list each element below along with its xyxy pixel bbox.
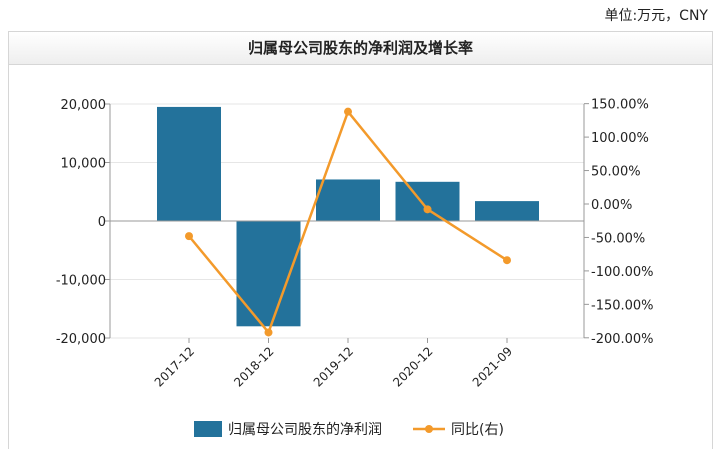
- right-tick-label: -150.00%: [591, 298, 654, 313]
- bar-series: [157, 106, 539, 327]
- left-tick-label: 10,000: [61, 157, 107, 172]
- right-tick-label: 50.00%: [591, 165, 641, 180]
- bar-2017-12: [157, 106, 221, 221]
- growth-point-2020-12: [423, 205, 432, 214]
- right-tick-label: 100.00%: [591, 131, 649, 146]
- bar-2021-09: [475, 201, 539, 221]
- left-tick-label: -20,000: [56, 332, 106, 347]
- left-tick-label: -10,000: [56, 274, 106, 289]
- left-axis-ticks: -20,000 -10,000 0 10,000 20,000: [56, 98, 110, 347]
- bar-2019-12: [316, 179, 380, 221]
- growth-point-2017-12: [185, 232, 193, 241]
- left-tick-label: 20,000: [61, 98, 107, 113]
- legend: 归属母公司股东的净利润 同比(右): [194, 421, 504, 438]
- x-tick-label: 2021-09: [470, 344, 515, 389]
- left-tick-label: 0: [98, 215, 106, 230]
- chart-title: 归属母公司股东的净利润及增长率: [9, 32, 712, 65]
- right-tick-label: -200.00%: [591, 332, 654, 347]
- x-tick-label: 2018-12: [231, 344, 276, 389]
- legend-line-dot: [425, 425, 433, 433]
- x-axis-ticks: 2017-12 2018-12 2019-12 2020-12 2021-09: [152, 338, 515, 390]
- line-series: [185, 107, 511, 337]
- legend-line-label: 同比(右): [451, 422, 504, 438]
- growth-point-2021-09: [503, 256, 511, 265]
- legend-bar-swatch: [194, 421, 222, 437]
- right-tick-label: -50.00%: [591, 231, 645, 246]
- right-tick-label: 0.00%: [591, 198, 632, 213]
- right-axis-ticks: -200.00% -150.00% -100.00% -50.00% 0.00% 50.0…: [584, 98, 654, 347]
- x-tick-label: 2019-12: [311, 344, 356, 389]
- growth-point-2019-12: [344, 107, 352, 116]
- unit-label: 单位:万元，CNY: [604, 8, 708, 24]
- bar-2020-12: [395, 181, 460, 221]
- chart-panel: 归属母公司股东的净利润及增长率: [8, 31, 713, 449]
- legend-bar-label: 归属母公司股东的净利润: [228, 421, 382, 438]
- x-tick-label: 2020-12: [390, 344, 435, 389]
- x-tick-label: 2017-12: [152, 344, 197, 389]
- right-tick-label: 150.00%: [591, 98, 649, 113]
- right-tick-label: -100.00%: [591, 265, 654, 280]
- growth-point-2018-12: [264, 328, 273, 337]
